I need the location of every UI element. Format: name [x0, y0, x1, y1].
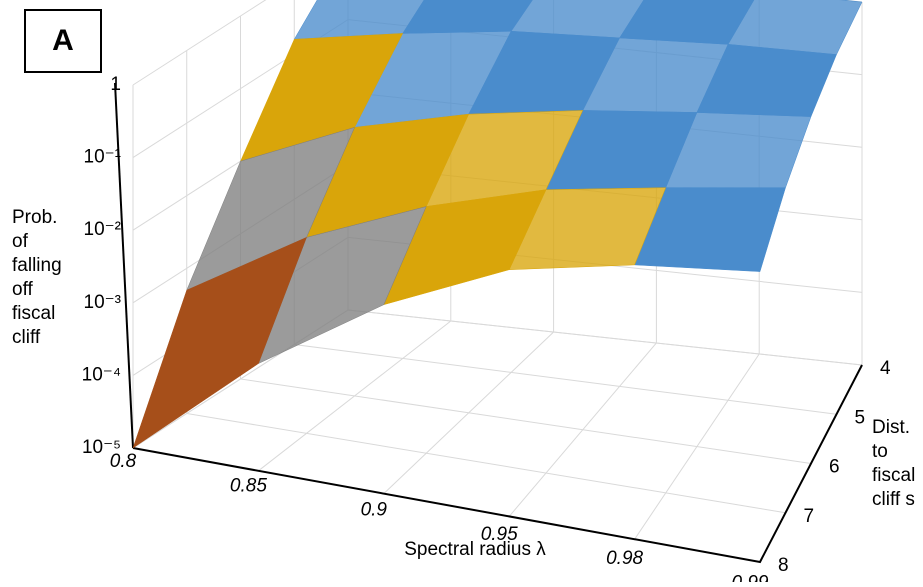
- x-tick-label: 0.99: [732, 573, 769, 582]
- x-tick-label: 0.8: [110, 451, 137, 472]
- y-axis-title: fiscal: [872, 465, 915, 486]
- z-tick-label: 10⁻⁴: [82, 364, 121, 385]
- y-axis-title: Dist.: [872, 417, 910, 438]
- z-axis-title: falling: [12, 255, 62, 276]
- y-axis-title: cliff s: [872, 489, 915, 510]
- z-axis-title: cliff: [12, 327, 41, 348]
- x-tick-label: 0.98: [606, 548, 643, 569]
- z-tick-label: 10⁻³: [84, 292, 122, 313]
- y-tick-label: 6: [829, 457, 840, 478]
- z-axis-title: of: [12, 231, 29, 252]
- panel-label: A: [52, 24, 74, 57]
- panel-box: [24, 9, 102, 73]
- y-tick-label: 5: [855, 407, 866, 428]
- y-axis-title: to: [872, 441, 888, 462]
- z-axis-title: Prob.: [12, 207, 57, 228]
- y-tick-label: 4: [880, 358, 891, 379]
- x-tick-label: 0.95: [481, 524, 518, 545]
- surface-cell: [132, 236, 307, 449]
- z-axis-title: off: [12, 279, 34, 300]
- z-tick-label: 10⁻²: [84, 219, 122, 240]
- x-tick-label: 0.9: [361, 500, 388, 521]
- x-tick-label: 0.85: [230, 475, 267, 496]
- z-axis-title: fiscal: [12, 303, 55, 324]
- y-tick-label: 8: [778, 555, 789, 576]
- grid-line: [186, 50, 786, 514]
- grid-line: [240, 16, 812, 464]
- grid-line: [132, 0, 863, 86]
- x-axis-title: Spectral radius λ: [404, 539, 546, 560]
- axis: [132, 364, 863, 564]
- z-axis: [114, 82, 134, 449]
- z-tick-label: 10⁻¹: [84, 147, 122, 168]
- y-tick-label: 7: [804, 506, 815, 527]
- z-tick-label: 10⁻⁵: [82, 437, 121, 458]
